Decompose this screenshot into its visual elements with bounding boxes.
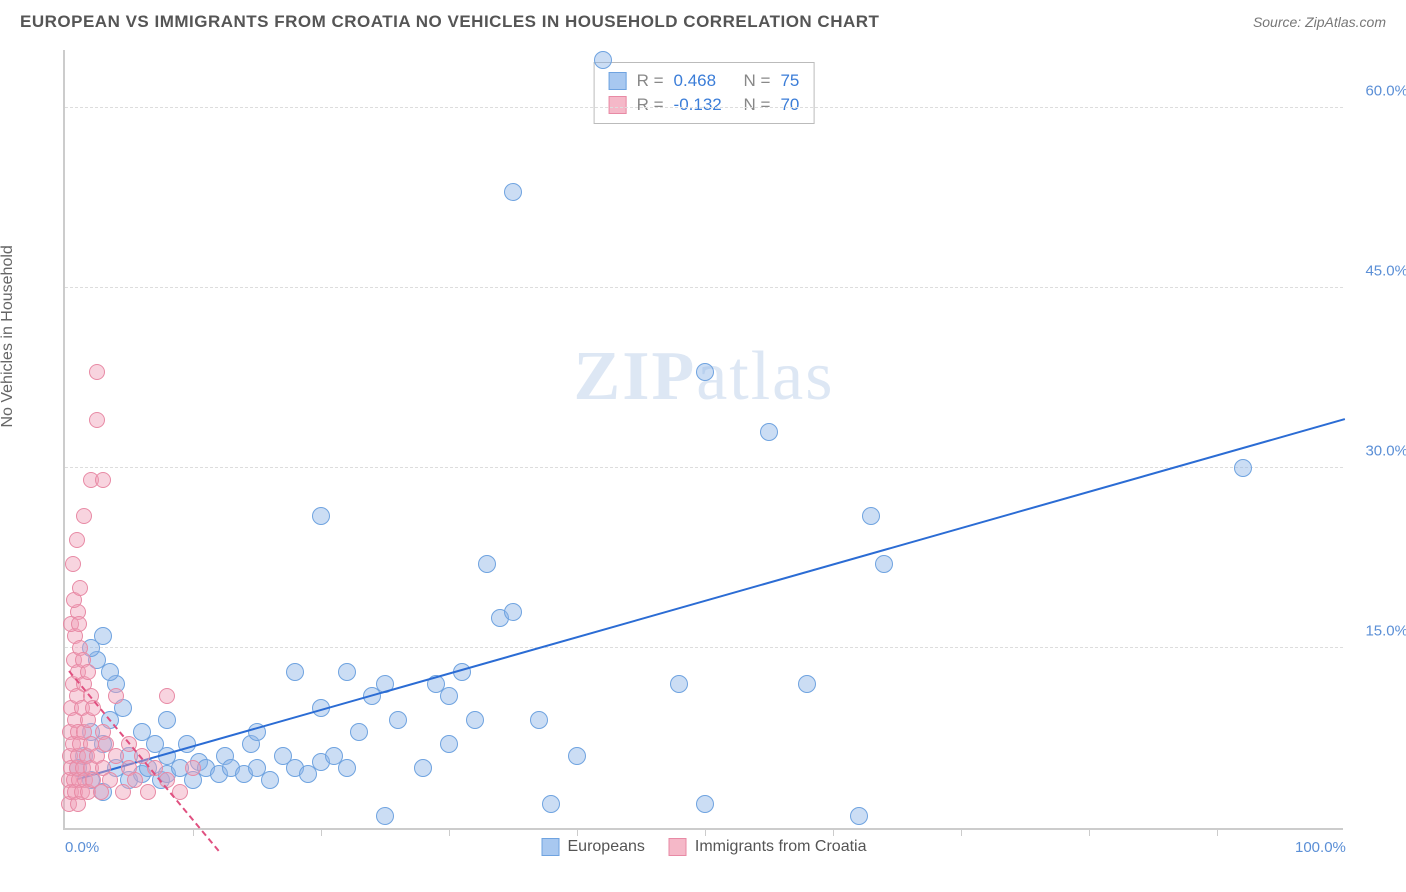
y-tick-label: 15.0% xyxy=(1365,623,1406,640)
scatter-point xyxy=(102,772,118,788)
scatter-point xyxy=(850,807,868,825)
y-tick-label: 60.0% xyxy=(1365,83,1406,100)
scatter-point xyxy=(504,603,522,621)
scatter-point xyxy=(466,711,484,729)
scatter-point xyxy=(504,183,522,201)
scatter-point xyxy=(594,51,612,69)
n-label: N = xyxy=(744,71,771,91)
scatter-point xyxy=(875,555,893,573)
scatter-point xyxy=(94,627,112,645)
scatter-point xyxy=(133,723,151,741)
gridline xyxy=(65,647,1343,648)
legend-swatch xyxy=(542,838,560,856)
scatter-point xyxy=(440,687,458,705)
y-axis-label: No Vehicles in Household xyxy=(0,245,17,427)
gridline xyxy=(65,107,1343,108)
scatter-point xyxy=(338,663,356,681)
scatter-point xyxy=(862,507,880,525)
legend-bottom: Europeans Immigrants from Croatia xyxy=(542,838,867,856)
chart-title: EUROPEAN VS IMMIGRANTS FROM CROATIA NO V… xyxy=(20,12,879,32)
x-tick-mark xyxy=(705,828,706,836)
stats-row: R = 0.468 N = 75 xyxy=(609,69,800,93)
r-label: R = xyxy=(637,71,664,91)
scatter-point xyxy=(69,532,85,548)
scatter-point xyxy=(140,784,156,800)
scatter-point xyxy=(696,795,714,813)
legend-swatch xyxy=(669,838,687,856)
trendline xyxy=(78,418,1346,780)
x-tick-mark xyxy=(193,828,194,836)
source-attribution: Source: ZipAtlas.com xyxy=(1253,14,1386,30)
scatter-point xyxy=(261,771,279,789)
scatter-point xyxy=(530,711,548,729)
scatter-point xyxy=(98,736,114,752)
legend-item: Immigrants from Croatia xyxy=(669,838,867,856)
r-label: R = xyxy=(637,95,664,115)
scatter-point xyxy=(127,772,143,788)
x-tick-mark xyxy=(961,828,962,836)
x-tick-mark xyxy=(1217,828,1218,836)
scatter-point xyxy=(185,760,201,776)
scatter-point xyxy=(542,795,560,813)
gridline xyxy=(65,287,1343,288)
scatter-point xyxy=(71,616,87,632)
legend-swatch xyxy=(609,96,627,114)
scatter-point xyxy=(478,555,496,573)
r-value: -0.132 xyxy=(674,95,734,115)
x-tick-mark xyxy=(833,828,834,836)
scatter-point xyxy=(389,711,407,729)
scatter-point xyxy=(312,507,330,525)
chart-container: No Vehicles in Household ZIPatlas R =0.4… xyxy=(18,40,1388,870)
r-value: 0.468 xyxy=(674,71,734,91)
scatter-point xyxy=(95,472,111,488)
stats-legend-box: R = 0.468 N = 75 R = -0.132 N = 70 xyxy=(594,62,815,124)
scatter-point xyxy=(286,663,304,681)
scatter-point xyxy=(65,556,81,572)
scatter-point xyxy=(440,735,458,753)
scatter-point xyxy=(72,580,88,596)
scatter-point xyxy=(89,412,105,428)
scatter-point xyxy=(158,711,176,729)
y-tick-label: 30.0% xyxy=(1365,443,1406,460)
stats-row: R = -0.132 N = 70 xyxy=(609,93,800,117)
x-tick-label: 0.0% xyxy=(65,839,99,856)
scatter-point xyxy=(1234,459,1252,477)
scatter-point xyxy=(108,688,124,704)
plot-area: ZIPatlas R =0.468N =75R =-0.132N =70 Eur… xyxy=(63,50,1343,830)
scatter-point xyxy=(350,723,368,741)
scatter-point xyxy=(670,675,688,693)
scatter-point xyxy=(568,747,586,765)
legend-item: Europeans xyxy=(542,838,645,856)
n-value: 75 xyxy=(780,71,799,91)
n-label: N = xyxy=(744,95,771,115)
y-tick-label: 45.0% xyxy=(1365,263,1406,280)
scatter-point xyxy=(414,759,432,777)
scatter-point xyxy=(89,364,105,380)
scatter-point xyxy=(115,784,131,800)
scatter-point xyxy=(760,423,778,441)
scatter-point xyxy=(76,508,92,524)
legend-label: Europeans xyxy=(568,838,645,856)
legend-swatch xyxy=(609,72,627,90)
scatter-point xyxy=(798,675,816,693)
x-tick-label: 100.0% xyxy=(1295,839,1346,856)
x-tick-mark xyxy=(1089,828,1090,836)
scatter-point xyxy=(159,688,175,704)
x-tick-mark xyxy=(577,828,578,836)
scatter-point xyxy=(80,664,96,680)
scatter-point xyxy=(338,759,356,777)
scatter-point xyxy=(376,807,394,825)
gridline xyxy=(65,467,1343,468)
x-tick-mark xyxy=(449,828,450,836)
legend-label: Immigrants from Croatia xyxy=(695,838,867,856)
scatter-point xyxy=(696,363,714,381)
n-value: 70 xyxy=(780,95,799,115)
scatter-point xyxy=(101,663,119,681)
x-tick-mark xyxy=(321,828,322,836)
